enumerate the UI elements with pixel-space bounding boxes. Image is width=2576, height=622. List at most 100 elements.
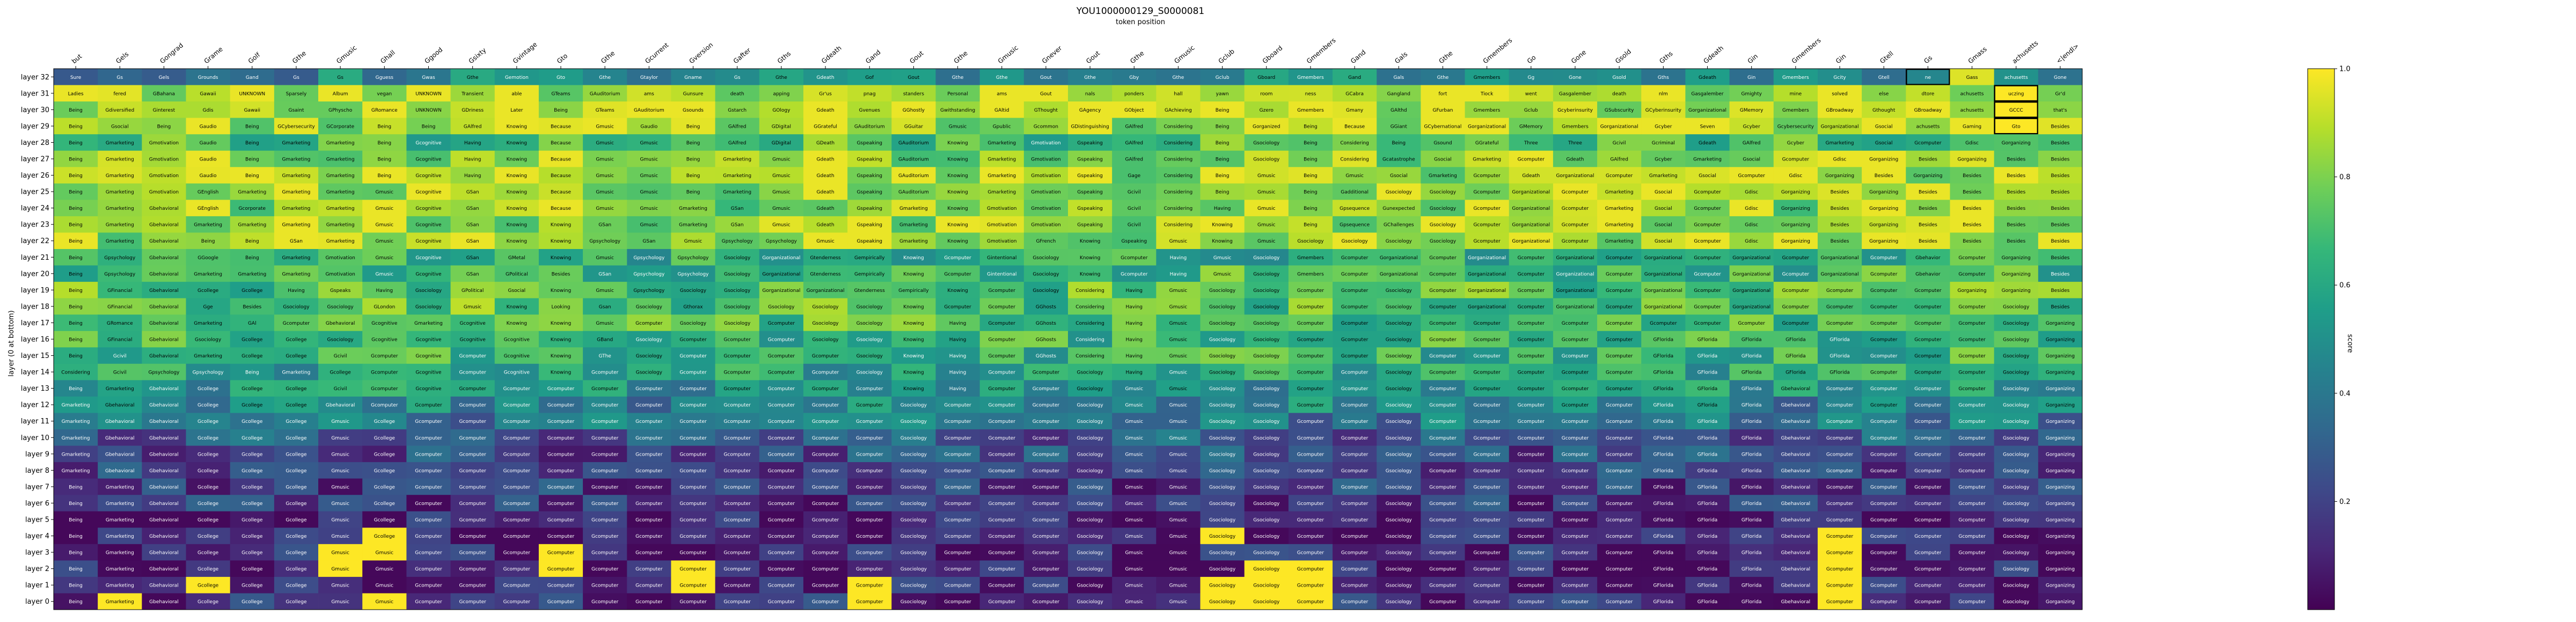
- cell-label: Knowing: [947, 141, 968, 146]
- cell-label: Gdisc: [1745, 223, 1758, 228]
- y-tick-label: layer 23: [21, 221, 49, 229]
- cell-label: Gsociology: [812, 304, 839, 310]
- cell-label: Gpsychology: [589, 239, 621, 244]
- heatmap-cell: [759, 101, 804, 119]
- cell-label: Gass: [1966, 75, 1978, 81]
- heatmap-cell: [362, 150, 407, 167]
- cell-label: Being: [69, 338, 83, 343]
- heatmap-cell: [1685, 101, 1730, 119]
- cell-label: Knowing: [507, 173, 527, 179]
- heatmap-cell: [1421, 183, 1465, 200]
- heatmap-cell: [2038, 118, 2083, 135]
- cell-label: Gmotivation: [149, 173, 179, 179]
- heatmap-cell: [318, 85, 363, 102]
- cell-label: Gcomputer: [1341, 501, 1368, 507]
- cell-label: Being: [69, 551, 83, 556]
- cell-label: Knowing: [507, 304, 527, 310]
- x-tick-label: Golf: [247, 51, 262, 65]
- cell-label: Gcomputer: [1033, 403, 1060, 408]
- cell-label: Because: [551, 190, 572, 195]
- cell-label: Gmusic: [1125, 534, 1143, 539]
- cell-label: Gcomputer: [1958, 272, 1986, 277]
- cell-label: Gcomputer: [547, 386, 575, 392]
- cell-label: Gcomputer: [1914, 436, 1942, 441]
- heatmap-cell: [2038, 232, 2083, 250]
- heatmap-cell: [1068, 167, 1113, 184]
- cell-label: Gcognitive: [415, 223, 442, 228]
- cell-label: Gcomputer: [1826, 567, 1854, 572]
- cell-label: Gsociology: [195, 338, 222, 343]
- cell-label: Gaudio: [200, 141, 217, 146]
- cell-label: uczing: [2008, 91, 2024, 97]
- cell-label: Knowing: [551, 370, 571, 376]
- cell-label: Gcomputer: [1958, 419, 1986, 425]
- heatmap-cell: [1156, 118, 1201, 135]
- cell-label: Gmarketing: [106, 599, 134, 605]
- cell-label: Gsociology: [901, 419, 927, 425]
- cell-label: Gmarketing: [62, 419, 90, 425]
- cell-label: Gcognitive: [460, 321, 486, 326]
- cell-label: Gmusic: [640, 190, 658, 195]
- heatmap-cell: [186, 118, 231, 135]
- heatmap-cell: [230, 167, 275, 184]
- cell-label: Gcomputer: [679, 354, 707, 359]
- heatmap-cell: [54, 183, 98, 200]
- cell-label: Gcomputer: [1341, 403, 1368, 408]
- cell-label: Gwas: [422, 75, 435, 81]
- heatmap-cell: [1817, 118, 1862, 135]
- x-tick-label: Gthe: [1437, 49, 1454, 65]
- heatmap-cell: [671, 101, 715, 119]
- cell-label: Gcomputer: [1606, 288, 1633, 294]
- cell-label: Gorganizational: [1556, 304, 1594, 310]
- cell-label: Gcomputer: [503, 386, 531, 392]
- cell-label: GFlorida: [1785, 338, 1806, 343]
- cell-label: Gcomputer: [1606, 338, 1633, 343]
- heatmap-cell: [2038, 101, 2083, 119]
- cell-label: Gthought: [1872, 108, 1896, 113]
- cell-label: Gsociology: [1209, 419, 1236, 425]
- cell-label: Gcomputer: [1606, 370, 1633, 376]
- cell-label: Gsociology: [901, 518, 927, 523]
- cell-label: Gmarketing: [194, 223, 222, 228]
- cell-label: Gsociology: [1386, 321, 1413, 326]
- heatmap-cell: [1244, 216, 1289, 233]
- cell-label: Gmusic: [376, 255, 394, 261]
- y-tick-label: layer 21: [21, 254, 49, 262]
- heatmap-cell: [1773, 200, 1818, 217]
- heatmap-cell: [1641, 232, 1686, 250]
- heatmap-cell: [1553, 150, 1598, 167]
- cell-label: GLondon: [374, 304, 395, 310]
- cell-label: Gcomputer: [1429, 304, 1457, 310]
- cell-label: Gpsychology: [193, 370, 224, 376]
- cell-label: Gcollege: [197, 386, 219, 392]
- cell-label: Gcomputer: [591, 599, 619, 605]
- cell-label: GFlorida: [1653, 403, 1674, 408]
- cell-label: GDigital: [772, 124, 791, 129]
- cell-label: Gcomputer: [1473, 354, 1501, 359]
- cell-label: GSan: [598, 223, 611, 228]
- cell-label: Gcollege: [241, 403, 263, 408]
- cell-label: Gcomputer: [1473, 386, 1501, 392]
- cell-label: Gclub: [1216, 75, 1230, 81]
- heatmap-cell: [1333, 134, 1377, 151]
- y-tick-label: layer 19: [21, 287, 49, 295]
- cell-label: Gcomputer: [1297, 304, 1324, 310]
- cell-label: GAuditorium: [898, 141, 929, 146]
- cell-label: Gcomputer: [1738, 173, 1766, 179]
- cell-label: Considering: [1075, 288, 1104, 294]
- cell-label: Gbehavioral: [149, 534, 179, 539]
- cell-label: Gcyberinsurity: [1557, 108, 1593, 113]
- cell-label: Gcomputer: [856, 599, 883, 605]
- cell-label: Knowing: [903, 338, 924, 343]
- heatmap-cell: [1421, 134, 1465, 151]
- heatmap-cell: [54, 232, 98, 250]
- cell-label: Gcomputer: [1518, 469, 1545, 474]
- cell-label: Being: [1392, 141, 1406, 146]
- cell-label: Gcomputer: [1826, 288, 1854, 294]
- x-tick-label: Gboard: [1261, 44, 1284, 65]
- x-tick-label: Gdeath: [820, 44, 843, 65]
- cell-label: Gcomputer: [1914, 485, 1942, 490]
- cell-label: Gsociology: [768, 304, 795, 310]
- heatmap-cell: [362, 118, 407, 135]
- heatmap-cell: [406, 85, 451, 102]
